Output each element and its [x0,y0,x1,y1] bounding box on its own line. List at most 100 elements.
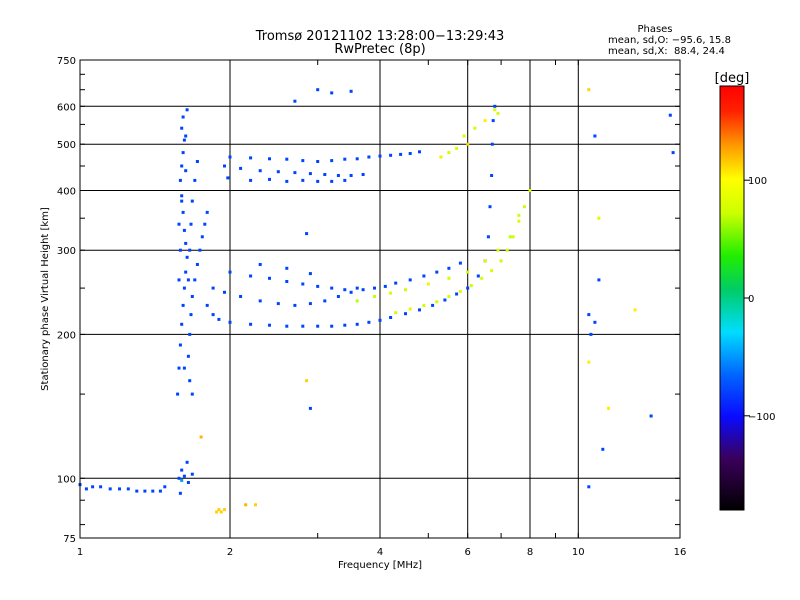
data-point [431,303,435,307]
data-point [244,503,248,507]
colorbar-label: [deg] [715,71,750,86]
data-point [473,126,477,130]
data-point [182,228,186,232]
data-point [203,222,207,226]
data-point [177,278,181,282]
data-point [188,379,192,383]
data-point [126,487,130,491]
axis-ticks: 1 2 4 6 8 10 16 75 100 200 300 400 500 600 750 [57,56,686,558]
data-point [528,189,532,192]
data-point [176,392,180,396]
data-point [330,179,334,183]
data-point [215,510,219,514]
data-point [239,166,243,170]
data-point [447,151,451,155]
data-point [186,354,190,358]
data-point [435,270,439,274]
data-point [182,286,186,290]
data-point [490,142,494,146]
data-point [190,295,194,298]
data-point [228,155,232,159]
y-tick-label: 500 [57,140,76,151]
data-point [336,174,340,177]
data-point [316,324,320,328]
data-point [367,155,371,159]
data-point [276,170,280,174]
data-point [188,332,192,336]
data-point [308,406,312,410]
data-point [469,284,473,288]
data-point [211,286,215,290]
data-point [316,160,320,163]
data-point [186,278,190,282]
data-point [308,302,312,306]
data-point [493,104,497,108]
data-point [178,248,182,252]
data-point [517,219,521,223]
data-point [422,274,426,278]
data-point [483,259,487,263]
x-tick-label: 6 [465,547,471,558]
data-point [466,286,470,290]
data-point [258,263,262,266]
x-tick-label: 4 [377,547,383,558]
x-tick-label: 1 [77,547,83,558]
data-point [177,476,181,480]
data-point [268,323,271,327]
data-point [205,210,209,214]
data-point [587,360,591,364]
data-point [343,288,347,292]
data-point [178,491,182,495]
data-point [226,176,230,180]
colorbar [719,85,745,511]
data-point [517,213,521,217]
x-tick-label: 2 [227,547,233,558]
data-point [190,472,194,476]
data-point [285,324,289,328]
data-point [593,134,597,138]
y-tick-label: 400 [57,187,76,198]
data-point [228,270,232,274]
data-point [458,289,462,293]
data-point [108,487,112,491]
colorbar-tick-label: 0 [748,294,754,305]
data-point [476,274,480,278]
data-point [181,210,185,214]
data-point [330,159,334,163]
data-point [587,88,591,92]
data-point [343,157,347,161]
colorbar-tick-label: 100 [748,176,767,187]
chart-subtitle: RwPretec (8p) [334,42,425,57]
data-point [383,284,387,288]
data-point [258,169,262,173]
data-point [135,489,139,493]
data-point [668,113,672,117]
data-point [316,88,320,92]
data-point [211,313,215,317]
data-point [316,284,320,288]
data-point [361,288,365,292]
y-tick-label: 100 [57,474,76,485]
data-point [186,481,190,484]
data-point [511,235,515,239]
data-point [249,178,253,182]
data-point [336,295,340,298]
data-point [182,138,186,142]
data-point [480,276,484,280]
data-point [355,286,359,290]
colorbar-ticks: 100 0 −100 [744,176,775,423]
data-point [184,134,188,138]
data-point [523,205,526,209]
data-point [285,157,289,161]
data-point [301,282,305,286]
data-point [505,248,509,252]
y-tick-label: 75 [63,534,76,545]
data-point [189,313,193,317]
phases-x-stats: mean, sd,X: 88.4, 24.4 [608,46,725,57]
data-point [378,154,382,158]
data-point [404,288,407,292]
data-point [343,178,347,182]
y-axis-label: Stationary phase Virtual Height [km] [40,207,51,391]
data-point [466,142,470,146]
